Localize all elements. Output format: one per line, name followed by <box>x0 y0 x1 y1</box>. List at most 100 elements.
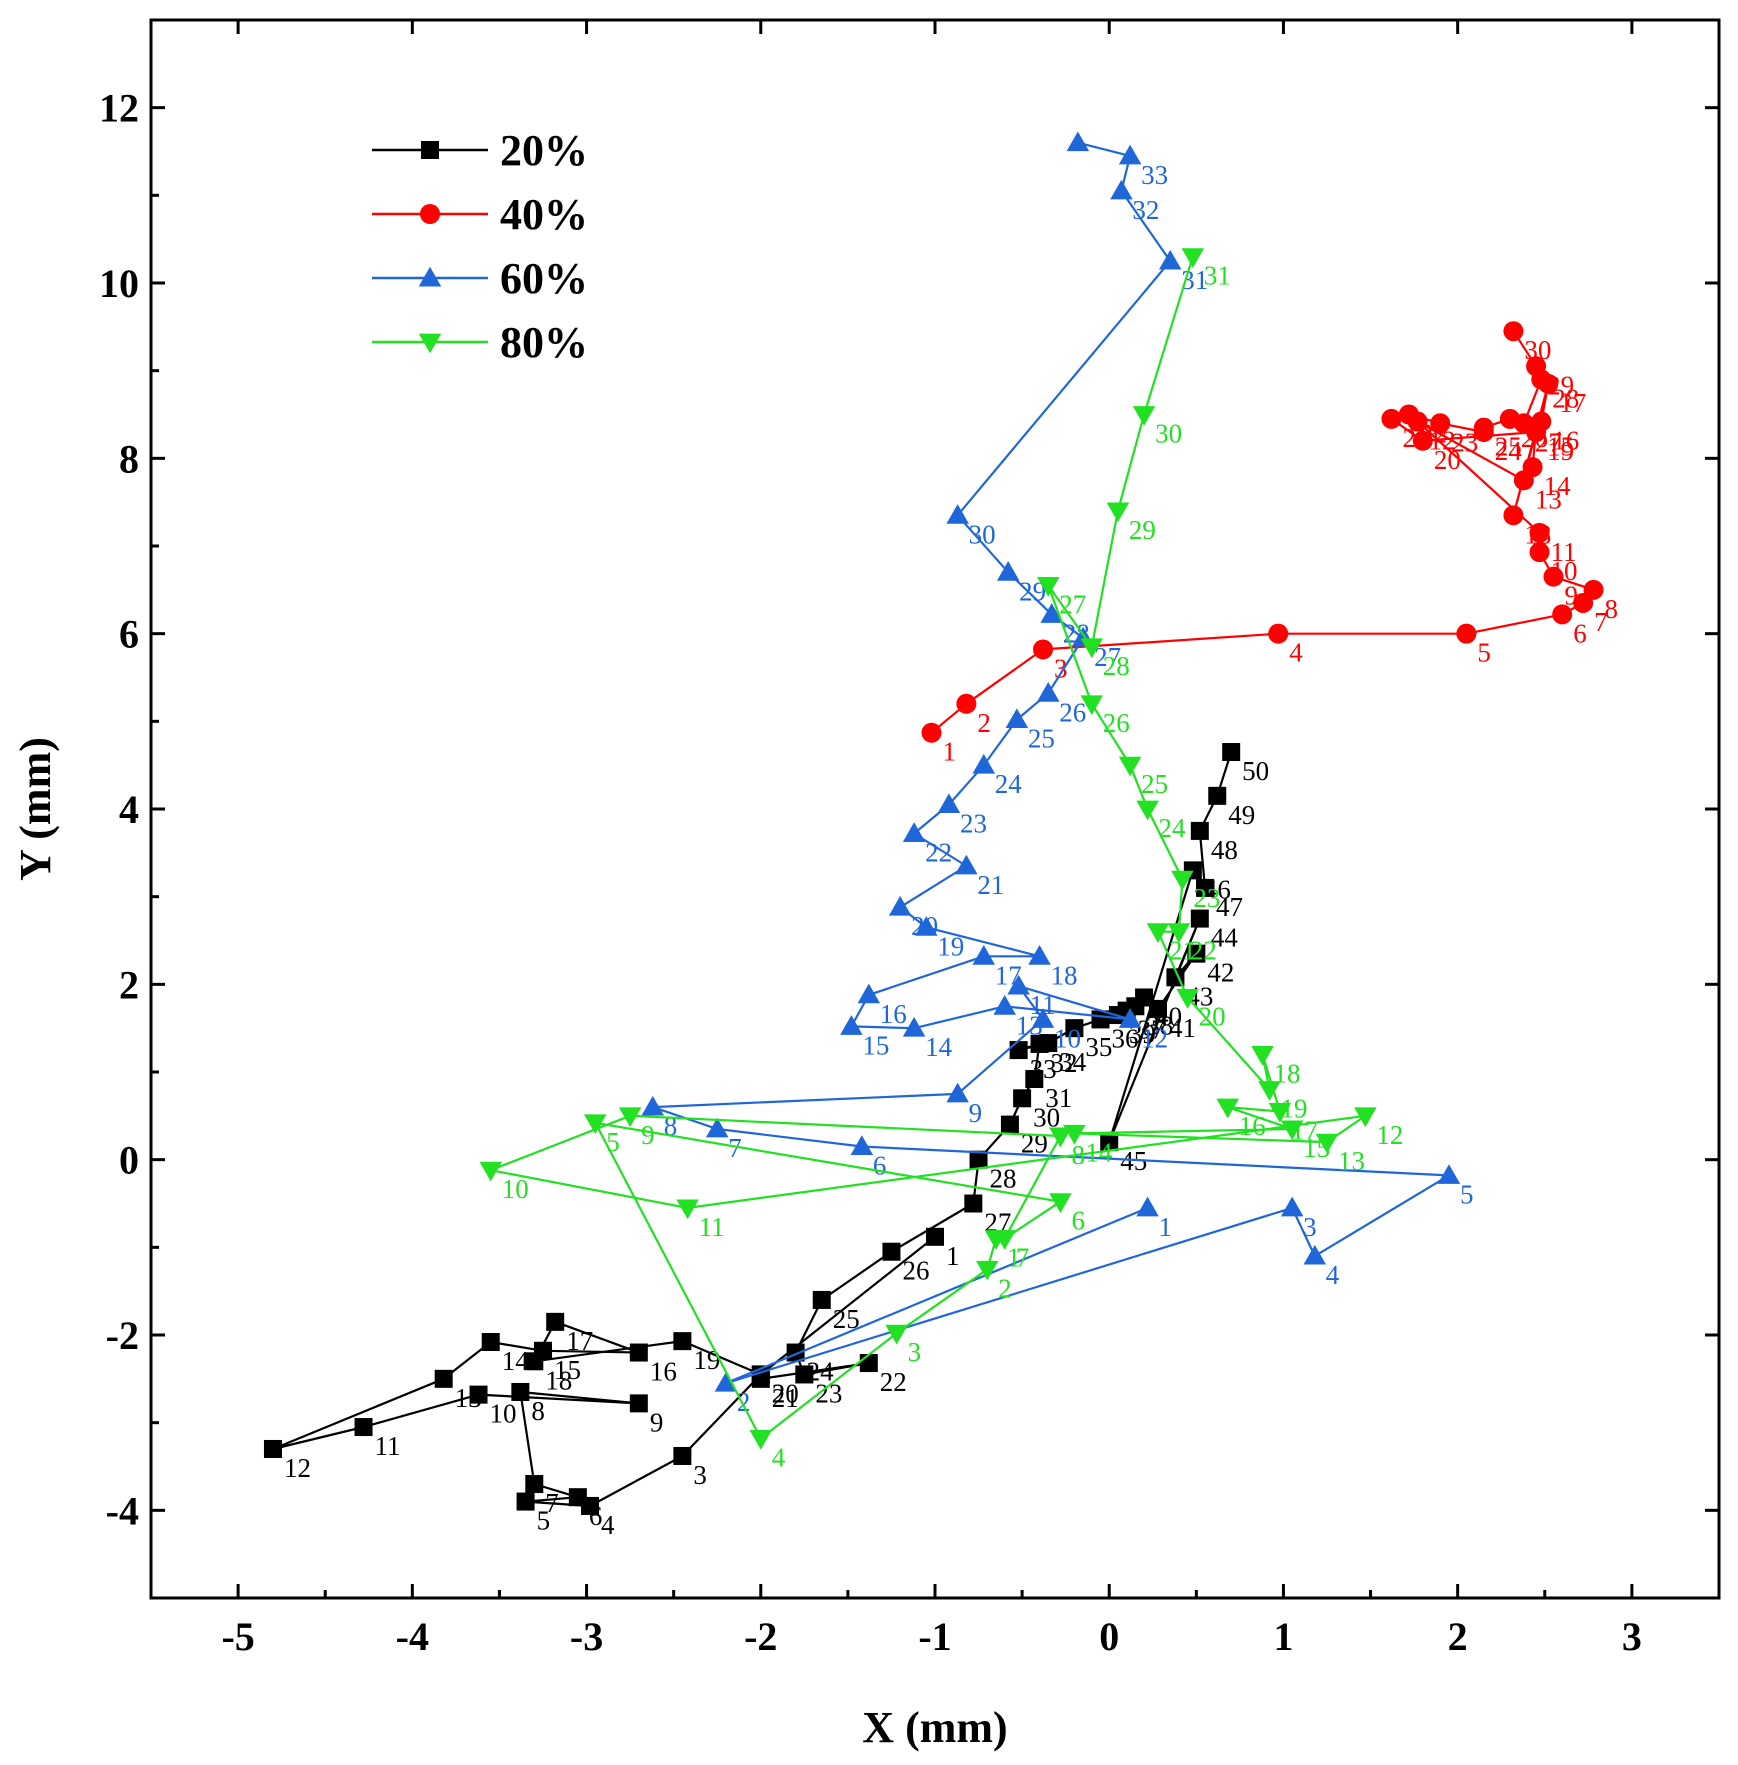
point-label: 2 <box>998 1273 1012 1303</box>
data-point <box>1529 522 1550 543</box>
point-label: 20 <box>772 1378 799 1408</box>
data-point <box>902 822 926 842</box>
point-label: 15 <box>862 1030 889 1060</box>
legend-item: 60% <box>372 254 588 303</box>
point-label: 9 <box>641 1120 655 1150</box>
data-point <box>1036 682 1060 702</box>
data-point <box>812 1290 831 1309</box>
legend-label: 60% <box>500 254 588 303</box>
data-point <box>1398 404 1419 425</box>
data-point <box>1552 604 1573 625</box>
data-point <box>1280 1196 1304 1217</box>
data-point <box>1190 909 1209 928</box>
data-point <box>859 1354 878 1373</box>
point-label: 19 <box>1281 1094 1308 1124</box>
point-label: 36 <box>1112 1023 1139 1053</box>
data-point <box>525 1475 544 1494</box>
point-label: 23 <box>960 809 987 839</box>
point-label: 26 <box>1059 697 1086 727</box>
point-label: 5 <box>1460 1179 1474 1209</box>
point-label: 16 <box>1239 1111 1266 1141</box>
data-point <box>1118 1008 1142 1028</box>
point-label: 22 <box>1190 936 1217 966</box>
data-point <box>749 1430 773 1450</box>
point-label: 24 <box>1159 813 1187 843</box>
data-point <box>795 1365 814 1384</box>
data-point <box>1222 743 1241 762</box>
data-point <box>1190 821 1209 840</box>
data-point <box>525 1352 544 1371</box>
point-label: 18 <box>1524 519 1551 549</box>
data-point <box>714 1371 738 1392</box>
data-point <box>1268 1103 1292 1123</box>
point-label: 13 <box>1016 1010 1043 1040</box>
data-point <box>1063 1124 1086 1145</box>
data-point <box>1013 1089 1032 1108</box>
point-label: 4 <box>601 1510 615 1540</box>
point-label: 21 <box>772 1383 799 1413</box>
point-label: 11 <box>1551 537 1577 567</box>
point-label: 6 <box>1071 1206 1085 1236</box>
data-point <box>479 1161 502 1182</box>
point-label: 6 <box>873 1151 887 1181</box>
data-point <box>972 753 996 774</box>
data-point <box>1106 502 1130 523</box>
data-point <box>1208 786 1227 805</box>
point-label: 1 <box>943 737 957 767</box>
point-label: 31 <box>1204 261 1231 291</box>
data-point <box>956 693 977 714</box>
point-label: 3 <box>1054 653 1068 683</box>
y-tick-label: 12 <box>99 86 139 131</box>
point-label: 33 <box>1141 160 1168 190</box>
point-label: 6 <box>1573 618 1587 648</box>
data-point <box>568 1488 587 1507</box>
data-point <box>1196 878 1215 897</box>
data-point <box>1437 1164 1461 1184</box>
x-tick-label: 1 <box>1273 1614 1293 1659</box>
y-axis-title: Y (mm) <box>11 737 60 881</box>
point-label: 15 <box>1303 1133 1330 1163</box>
data-point <box>1007 974 1030 995</box>
data-point <box>1187 944 1206 963</box>
data-point <box>926 1227 944 1246</box>
point-label: 29 <box>1129 515 1156 545</box>
point-label: 29 <box>1547 370 1574 400</box>
data-point <box>618 1107 642 1128</box>
legend-label: 20% <box>500 126 588 175</box>
point-label: 32 <box>1051 1048 1078 1078</box>
point-label: 24 <box>807 1357 835 1387</box>
data-point <box>915 916 938 936</box>
point-label: 19 <box>693 1345 720 1375</box>
point-label: 10 <box>502 1174 529 1204</box>
data-point <box>1149 999 1168 1018</box>
y-tick-label: 2 <box>119 962 139 1007</box>
point-label: 18 <box>1051 960 1078 990</box>
data-point <box>1009 1041 1028 1060</box>
point-label: 11 <box>375 1431 401 1461</box>
point-label: 24 <box>995 769 1023 799</box>
data-point <box>629 1343 648 1362</box>
data-point <box>1176 989 1199 1009</box>
point-label: 50 <box>1242 756 1269 786</box>
data-point <box>1529 542 1550 563</box>
x-tick-label: 2 <box>1448 1614 1468 1659</box>
point-label: 13 <box>1338 1146 1365 1176</box>
point-label: 26 <box>1521 423 1548 453</box>
point-label: 22 <box>1420 419 1447 449</box>
point-label: 12 <box>284 1453 311 1483</box>
data-point <box>1025 1070 1044 1089</box>
point-label: 23 <box>1451 427 1478 457</box>
data-point <box>1251 1046 1274 1066</box>
x-tick-label: 0 <box>1099 1614 1119 1659</box>
x-tick-label: -3 <box>570 1614 603 1659</box>
point-label: 34 <box>1059 1047 1087 1077</box>
point-label: 10 <box>1551 556 1578 586</box>
point-label: 9 <box>650 1407 664 1437</box>
point-label: 21 <box>1169 936 1196 966</box>
point-label: 12 <box>1141 1023 1168 1053</box>
data-point <box>1080 638 1104 659</box>
point-label: 33 <box>1030 1054 1057 1084</box>
point-label: 30 <box>1155 419 1182 449</box>
point-label: 27 <box>1094 642 1121 672</box>
